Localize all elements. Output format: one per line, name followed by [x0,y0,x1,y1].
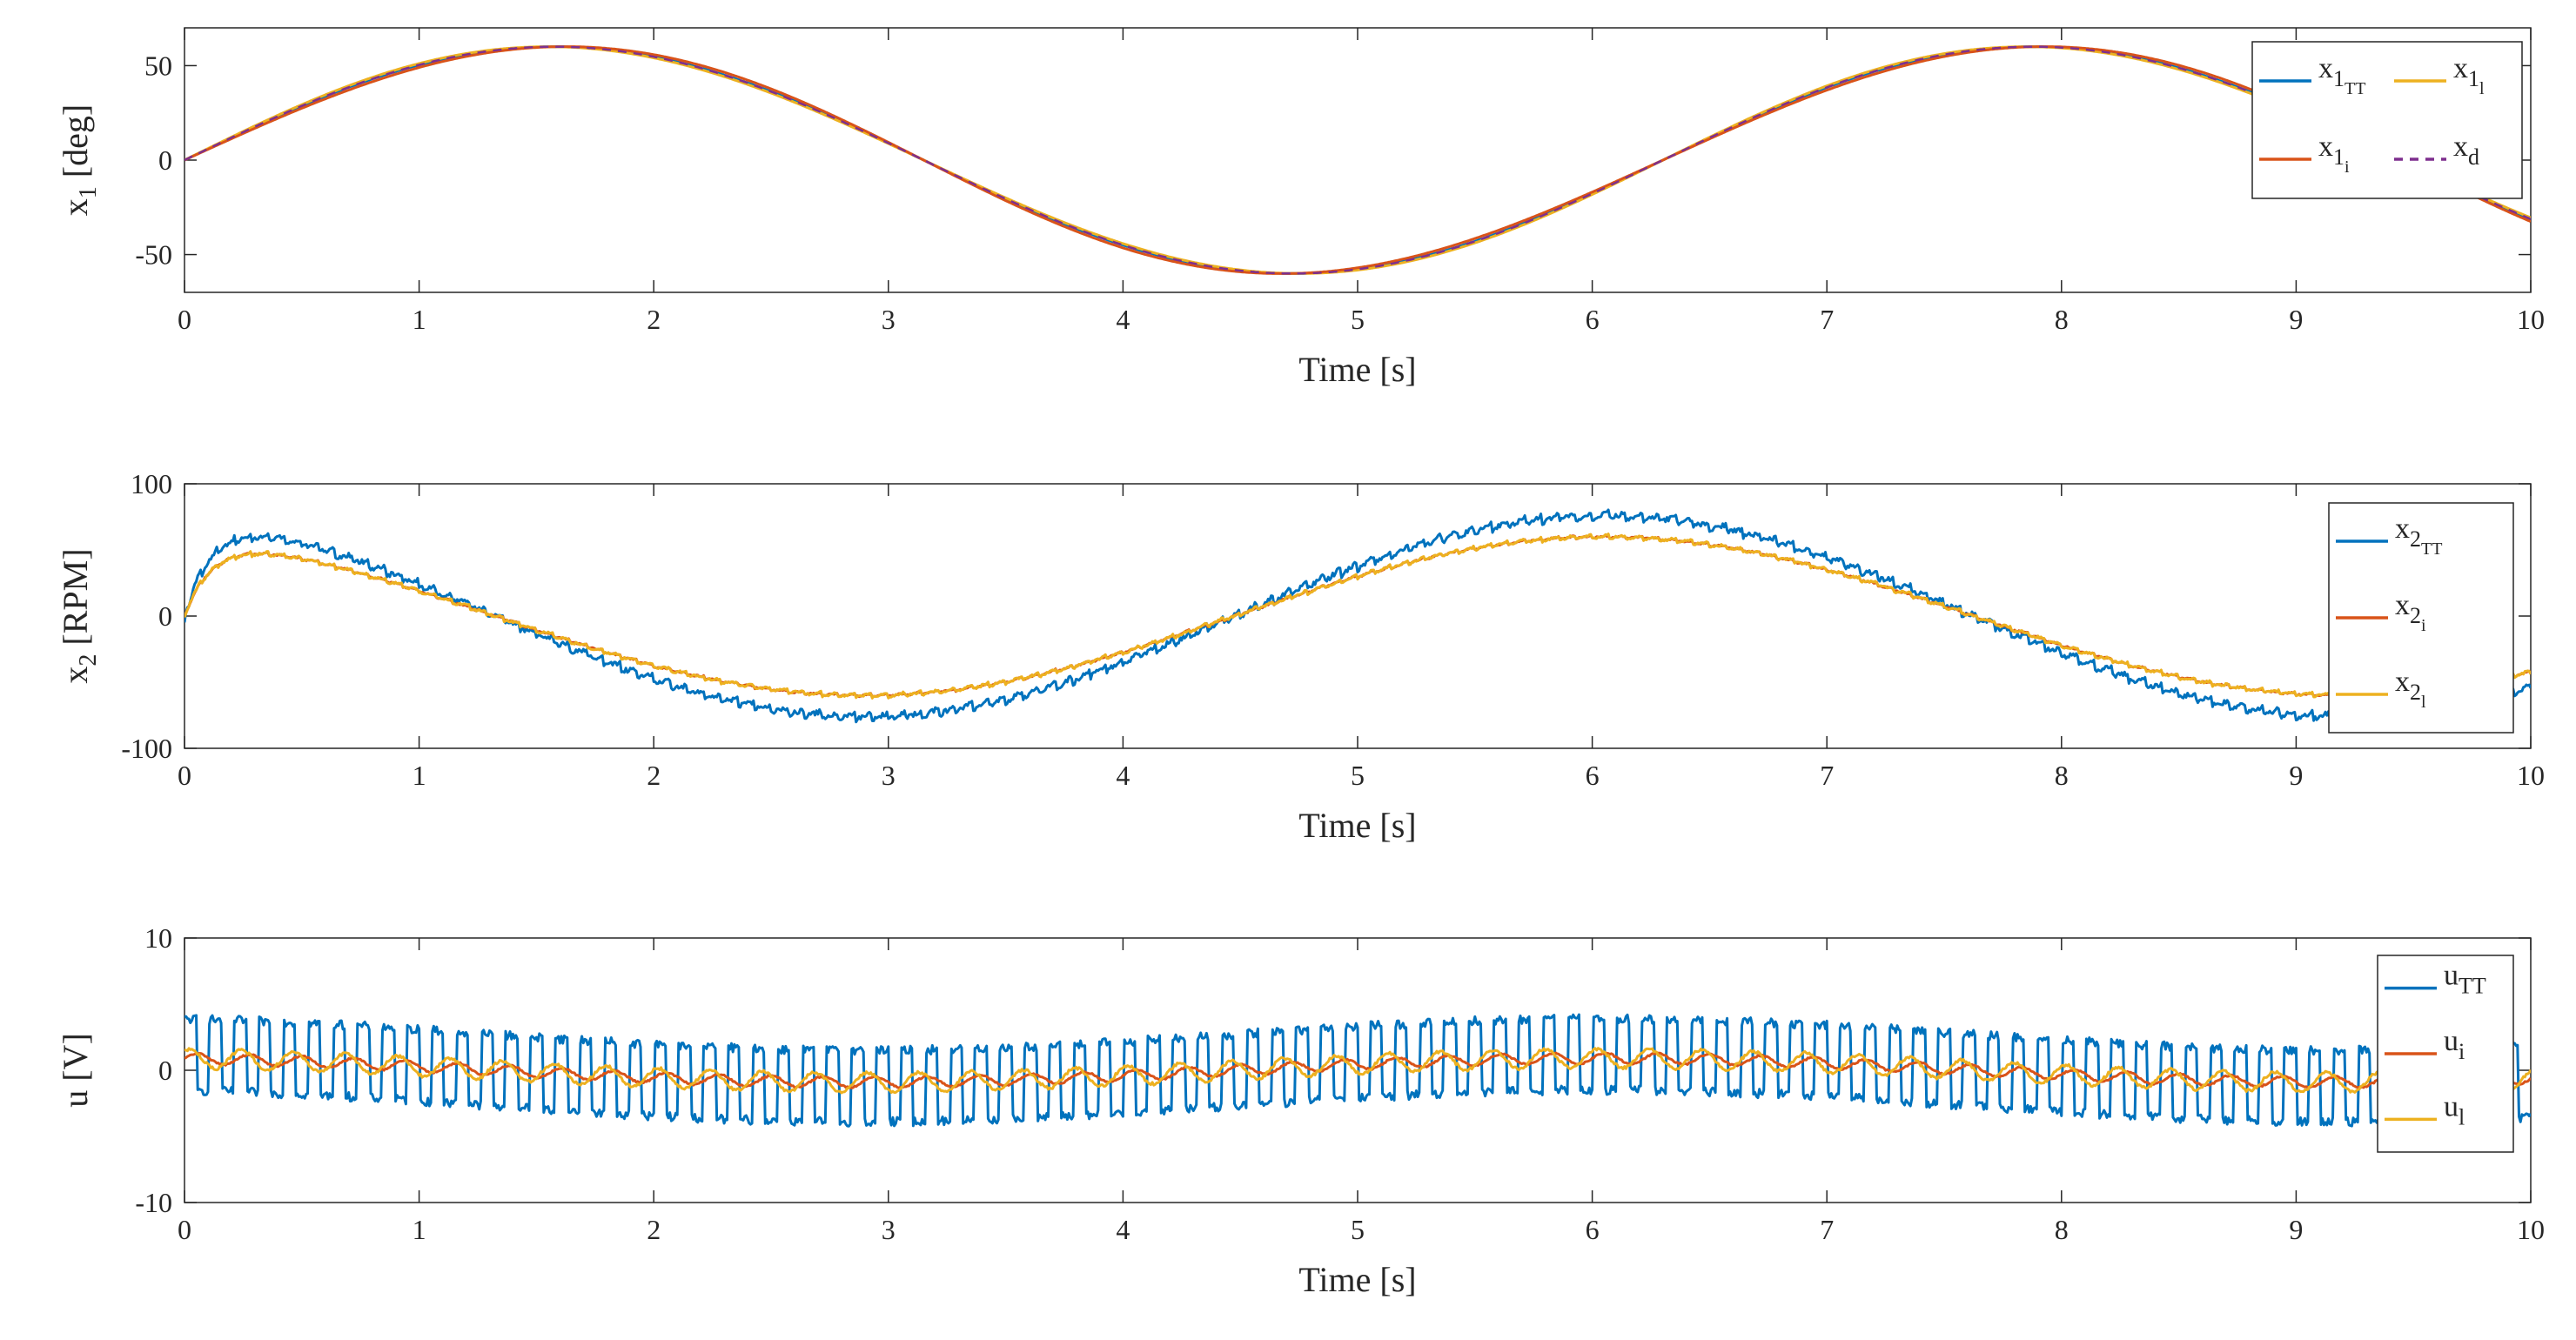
x-tick-label: 10 [2517,304,2545,335]
y-axis-title: x2 [RPM] [56,548,102,683]
series-line-x2-l [184,533,2531,700]
y-tick-label: -50 [135,239,172,271]
y-tick-label: 50 [144,50,172,81]
legend: x1TT x1l x1i xd [2251,41,2523,199]
y-axis-title: x1 [deg] [56,104,102,216]
x-tick-label: 8 [2055,760,2069,791]
legend-box [2251,41,2523,199]
x-tick-label: 0 [178,1214,191,1245]
legend-label-u-l: ul [2444,1090,2465,1129]
series-group [184,45,2531,275]
legend-label-x1-l: x1l [2453,52,2485,98]
legend-label-x2-i: x2i [2395,589,2426,635]
x-tick-label: 8 [2055,1214,2069,1245]
y-tick-label: 0 [158,144,172,176]
x-tick-label: 5 [1351,760,1365,791]
x-tick-label: 10 [2517,1214,2545,1245]
x-tick-label: 9 [2289,304,2303,335]
x-tick-label: 9 [2289,760,2303,791]
x-tick-label: 2 [647,1214,661,1245]
x-tick-label: 1 [413,1214,426,1245]
legend-label-x2-l: x2l [2395,666,2426,712]
x-tick-label: 4 [1116,760,1130,791]
y-tick-label: 10 [144,922,172,954]
x-tick-label: 3 [882,760,896,791]
plot-area [184,483,2532,749]
plot-area [184,27,2532,293]
x-tick-label: 7 [1820,304,1834,335]
legend-label-x1-d: xd [2453,131,2479,170]
x-tick-label: 6 [1586,1214,1600,1245]
legend-label-u-i: ui [2444,1025,2465,1064]
x-axis-title: Time [s] [1298,1260,1416,1299]
legend-label-x1-tt: x1TT [2318,52,2365,98]
legend: x2TT x2i x2l [2328,502,2514,734]
x-tick-label: 5 [1351,304,1365,335]
x-tick-label: 8 [2055,304,2069,335]
legend-label-x1-i: x1i [2318,131,2350,177]
series-group [184,1013,2531,1128]
series-line-u-tt [184,1013,2531,1128]
x-tick-label: 6 [1586,760,1600,791]
x-tick-label: 9 [2289,1214,2303,1245]
x-tick-label: 0 [178,760,191,791]
legend-label-u-tt: uTT [2444,960,2486,999]
legend-label-x2-tt: x2TT [2395,513,2442,559]
x-tick-label: 3 [882,1214,896,1245]
x-tick-label: 3 [882,304,896,335]
x-tick-label: 0 [178,304,191,335]
x-tick-label: 4 [1116,304,1130,335]
series-line-u-l [184,1047,2531,1095]
series-line-u-i [184,1051,2531,1089]
series-line-x2-tt [184,508,2531,724]
legend: uTT ui ul [2377,955,2514,1153]
x-tick-label: 5 [1351,1214,1365,1245]
x-tick-label: 4 [1116,1214,1130,1245]
y-tick-label: 100 [131,468,172,499]
series-line-x1-d [184,45,2531,275]
x-axis-title: Time [s] [1298,350,1416,389]
x-tick-label: 6 [1586,304,1600,335]
x-tick-label: 1 [413,304,426,335]
y-tick-label: -10 [135,1187,172,1218]
y-axis-title: u [V] [56,1033,95,1108]
series-group [184,508,2531,724]
x-tick-label: 7 [1820,760,1834,791]
y-tick-label: 0 [158,600,172,632]
x-axis-title: Time [s] [1298,806,1416,845]
x-tick-label: 1 [413,760,426,791]
x-tick-label: 7 [1820,1214,1834,1245]
x-tick-label: 2 [647,760,661,791]
y-tick-label: -100 [121,733,172,764]
y-tick-label: 0 [158,1055,172,1086]
x-tick-label: 10 [2517,760,2545,791]
x-tick-label: 2 [647,304,661,335]
